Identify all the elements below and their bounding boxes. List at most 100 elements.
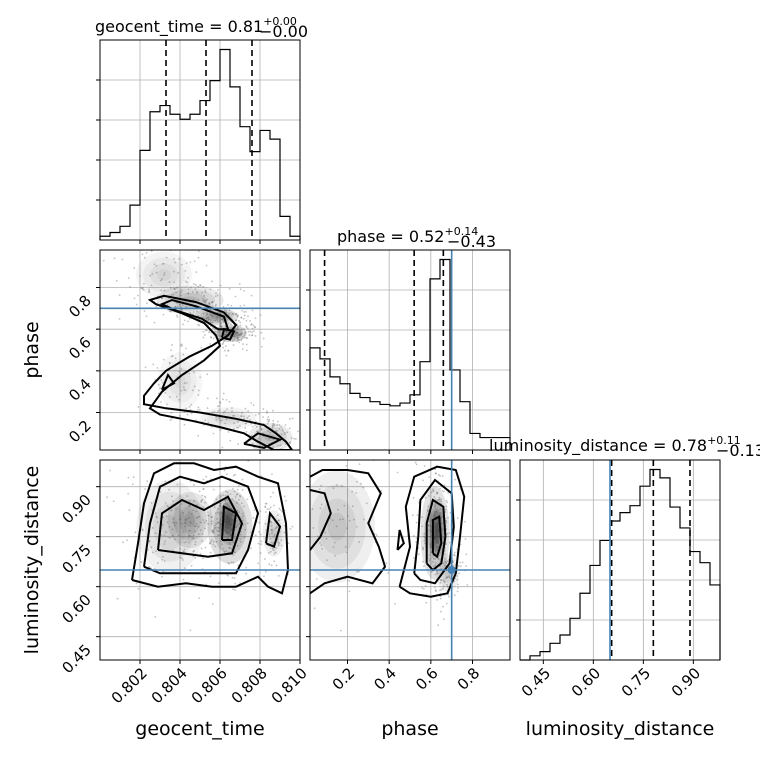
sample-point [195,510,197,513]
panel-content [100,244,300,454]
sample-point [189,529,191,532]
sample-point [193,484,195,486]
sample-point [216,521,219,524]
density-blob [167,492,213,548]
density-blob [161,515,179,539]
panel-frame [519,459,721,661]
sample-point [184,522,186,524]
sample-point [434,562,437,564]
sample-point [239,495,242,498]
sample-point [176,314,178,317]
sample-point [427,524,430,527]
sample-point [232,313,235,316]
sample-point [182,386,185,389]
sample-point [229,543,232,545]
sample-point [192,537,195,540]
x-tick-label: 0.8 [454,664,484,694]
sample-point [224,521,227,524]
sample-point [183,319,186,322]
sample-point [148,291,151,294]
sample-point [102,259,105,262]
sample-point [143,282,145,285]
sample-point [188,504,190,507]
sample-point [76,492,78,494]
sample-point [443,484,446,486]
sample-point [207,318,210,321]
sample-point [244,407,247,410]
sample-point [237,314,239,317]
sample-point [423,535,425,538]
sample-point [144,488,147,490]
sample-point [233,577,236,580]
density-blob [157,269,171,281]
sample-point [445,505,448,508]
sample-point [178,258,180,260]
sample-point [219,419,222,422]
sample-point [437,521,440,524]
sample-point [254,534,257,537]
sample-point [231,522,234,525]
sample-point [219,402,222,405]
sample-point [239,425,241,427]
sample-point [217,311,220,314]
sample-point [153,263,156,266]
sample-point [170,509,173,512]
sample-point [430,570,433,573]
sample-point [436,533,439,536]
sample-point [260,345,263,348]
sample-point [234,332,237,334]
sample-point [434,472,437,475]
sample-point [145,244,147,246]
sample-point [233,533,236,536]
sample-point [260,540,263,543]
sample-point [189,629,192,632]
sample-point [272,409,274,412]
sample-point [156,516,159,519]
sample-point [210,309,212,311]
sample-point [248,415,251,417]
sample-point [197,250,200,253]
sample-point [187,276,189,279]
sample-point [346,515,349,517]
x-tick-label: 0.75 [618,664,654,700]
sample-point [422,546,425,549]
sample-point [448,595,450,598]
density-blob [271,527,277,540]
sample-point [258,521,261,524]
sample-point [371,455,373,457]
sample-point [204,527,206,530]
sample-point [229,528,232,531]
sample-point [218,534,221,537]
sample-point [444,561,447,564]
sample-point [207,514,210,516]
contour-5 [310,489,332,551]
sample-point [231,407,233,409]
sample-point [277,574,280,577]
sample-point [151,551,154,554]
sample-point [270,473,273,476]
sample-point [281,510,283,513]
sample-point [254,424,256,426]
sample-point [240,316,243,319]
sample-point [180,367,183,370]
sample-point [266,411,269,414]
sample-point [236,325,239,328]
sample-point [288,583,290,585]
sample-point [185,262,188,265]
sample-point [332,546,335,549]
sample-point [290,452,292,454]
sample-point [209,288,212,291]
sample-point [192,283,195,285]
sample-point [275,526,278,529]
sample-point [211,305,214,307]
sample-point [235,319,238,322]
sample-point [219,504,221,507]
sample-point [212,529,215,532]
sample-point [161,575,163,578]
sample-point [150,250,153,253]
sample-point [215,512,217,515]
sample-point [242,335,244,338]
sample-point [235,334,238,337]
sample-point [245,326,248,329]
sample-point [318,488,321,491]
